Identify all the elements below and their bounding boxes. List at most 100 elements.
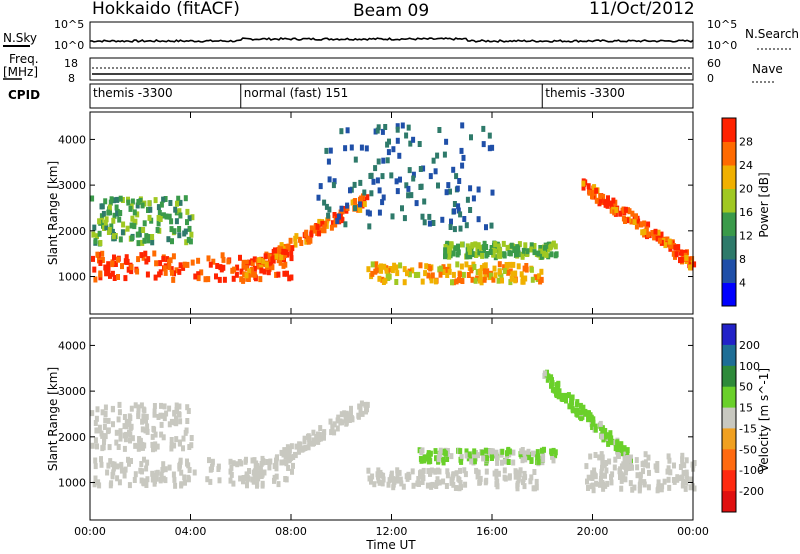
echo-cell	[391, 146, 396, 153]
echo-cell	[416, 476, 421, 482]
echo-cell	[451, 166, 456, 173]
colorbar-swatch	[722, 449, 736, 471]
echo-cell	[479, 279, 484, 286]
echo-cell	[257, 257, 262, 264]
echo-cell	[671, 250, 676, 257]
echo-cell	[599, 468, 604, 475]
echo-cell	[447, 268, 452, 275]
echo-cell	[642, 461, 647, 468]
echo-cell	[389, 470, 394, 477]
echo-cell	[181, 435, 186, 442]
echo-cell	[435, 152, 440, 159]
echo-cell	[602, 462, 607, 469]
echo-cell	[279, 246, 284, 253]
colorbar-swatch	[722, 212, 736, 236]
echo-cell	[520, 447, 525, 453]
echo-cell	[317, 230, 321, 237]
echo-cell	[184, 239, 189, 246]
echo-cell	[456, 203, 461, 210]
echo-cell	[373, 165, 378, 172]
echo-cell	[458, 480, 463, 486]
echo-cell	[605, 480, 610, 487]
colorbar-swatch	[722, 235, 736, 260]
echo-cell	[421, 467, 426, 474]
echo-cell	[112, 212, 117, 219]
echo-cell	[196, 257, 201, 264]
echo-cell	[366, 266, 371, 273]
echo-cell	[324, 147, 329, 154]
echo-cell	[447, 253, 452, 260]
echo-cell	[619, 450, 624, 457]
colorbar-tick-label: 100	[739, 360, 760, 373]
echo-cell	[121, 221, 126, 228]
echo-cell	[289, 274, 294, 281]
echo-cell	[606, 195, 610, 202]
echo-cell	[171, 471, 176, 478]
echo-cell	[531, 450, 535, 457]
colorbar-tick-label: 15	[739, 402, 753, 415]
echo-cell	[274, 253, 279, 260]
echo-cell	[256, 263, 261, 270]
echo-cell	[609, 435, 614, 442]
echo-cell	[594, 187, 599, 194]
echo-cell	[297, 236, 302, 243]
echo-cell	[123, 466, 128, 473]
echo-cell	[177, 439, 182, 446]
echo-cell	[400, 122, 405, 129]
echo-cell	[454, 470, 459, 477]
echo-cell	[163, 196, 168, 202]
echo-cell	[394, 264, 399, 271]
colorbar-swatch	[722, 188, 736, 213]
echo-cell	[436, 455, 441, 462]
echo-cell	[600, 464, 604, 471]
echo-cell	[643, 451, 648, 458]
echo-cell	[405, 270, 409, 277]
echo-cell	[459, 241, 464, 248]
echo-cell	[144, 417, 148, 424]
echo-cell	[145, 459, 150, 466]
echo-cell	[139, 468, 144, 475]
echo-cell	[504, 262, 509, 268]
echo-cell	[384, 267, 389, 274]
echo-cell	[630, 486, 635, 493]
echo-cell	[129, 222, 134, 229]
nsearch-tick-top: 10^5	[707, 18, 737, 31]
echo-cell	[607, 458, 612, 465]
echo-cell	[148, 206, 153, 213]
echo-cell	[340, 217, 345, 224]
echo-cell	[222, 276, 227, 283]
echo-cell	[106, 209, 111, 216]
echo-cell	[418, 166, 423, 172]
echo-cell	[463, 471, 468, 478]
echo-cell	[580, 413, 585, 420]
echo-cell	[340, 419, 344, 426]
echo-cell	[358, 179, 363, 186]
echo-cell	[182, 474, 187, 481]
echo-cell	[622, 456, 627, 463]
echo-cell	[597, 454, 602, 461]
echo-cell	[416, 480, 421, 487]
echo-cell	[259, 267, 264, 274]
echo-cell	[245, 482, 249, 489]
echo-cell	[260, 482, 265, 489]
echo-cell	[418, 184, 423, 190]
echo-cell	[529, 242, 534, 249]
echo-cell	[228, 468, 233, 475]
echo-cell	[244, 259, 249, 266]
echo-cell	[150, 433, 155, 440]
echo-cell	[422, 219, 427, 226]
echo-cell	[356, 413, 361, 420]
echo-cell	[424, 263, 429, 270]
echo-cell	[150, 239, 155, 246]
echo-cell	[264, 261, 269, 268]
echo-cell	[421, 475, 426, 482]
echo-cell	[441, 264, 446, 271]
echo-cell	[266, 252, 271, 259]
colorbar-swatch	[722, 428, 736, 450]
echo-cell	[262, 469, 267, 476]
echo-cell	[504, 265, 509, 272]
echo-cell	[622, 452, 627, 459]
echo-cell	[153, 445, 158, 452]
echo-cell	[418, 473, 423, 480]
echo-cell	[376, 124, 381, 131]
